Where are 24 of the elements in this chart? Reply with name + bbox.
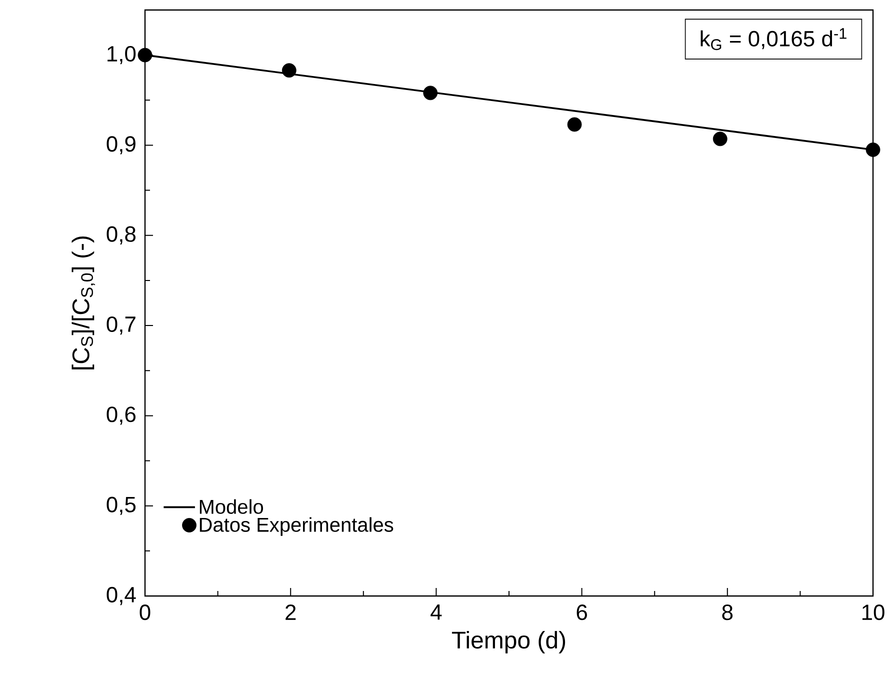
x-tick-label: 4 [430,604,442,620]
legend-label: Datos Experimentales [200,517,394,536]
x-tick-label: 8 [722,604,733,620]
y-tick-label: 0,7 [106,316,136,335]
point [712,132,728,146]
y-tick-label: 0,5 [106,496,136,515]
legend-label: Modelo [200,499,264,514]
y-tick-label: 0,8 [106,226,136,244]
x-tick-label: 0 [140,604,150,620]
x-axis-title: Tiempo (d) [452,630,566,654]
y-tick-label: 0,9 [106,136,136,154]
point [423,86,438,100]
x-tick-label: 2 [286,604,296,620]
point [567,117,582,132]
x-tick-label: 10 [862,604,884,620]
y-tick-label: 1,0 [108,46,136,64]
y-tick-label: 0,6 [106,406,136,425]
annotation: k$_{G}$ = 0,0165 d$^{-1}$ [700,28,846,50]
y-axis-title: [C$_{S}$]/[C$_{S,0}$] (-) [72,236,96,370]
point [282,63,296,78]
point [866,142,880,157]
y-tick-label: 0,4 [106,586,136,606]
point [138,48,152,62]
x-tick-label: 6 [576,604,587,620]
